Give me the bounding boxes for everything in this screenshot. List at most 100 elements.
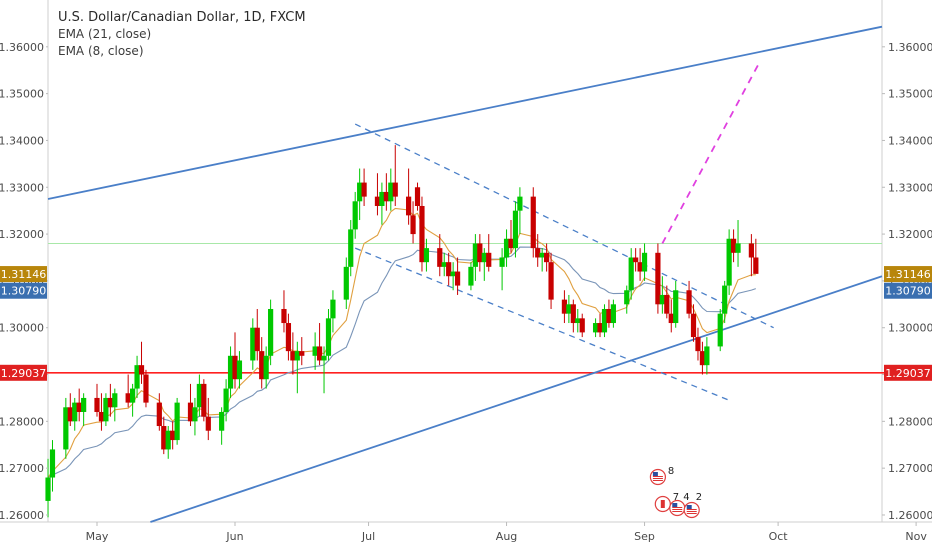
candle: [730, 229, 737, 263]
candle-body: [499, 257, 505, 267]
candle-body: [592, 323, 599, 333]
candle-body: [130, 388, 136, 403]
candle-body: [357, 182, 363, 202]
candle-body: [156, 402, 162, 427]
us-flag-icon[interactable]: [649, 468, 667, 486]
candle-body: [753, 257, 759, 274]
candle: [530, 187, 536, 258]
candle-body: [374, 196, 381, 206]
candle: [156, 393, 162, 431]
candle-body: [49, 449, 56, 478]
candle-body: [72, 402, 78, 422]
candle: [517, 187, 523, 235]
candle-body: [281, 308, 287, 324]
candle: [597, 313, 603, 338]
candle: [357, 168, 363, 221]
candle: [477, 234, 483, 272]
candle: [628, 248, 634, 300]
candle: [570, 299, 576, 333]
candle-body: [686, 290, 692, 314]
candle-body: [219, 411, 225, 431]
y-tick-label-left: 1.36000: [0, 41, 44, 54]
candle-body: [570, 304, 576, 324]
candle-body: [437, 248, 443, 267]
candle: [548, 252, 554, 309]
candle-body: [107, 397, 113, 408]
x-tick-label: Oct: [769, 530, 789, 543]
candle: [735, 220, 741, 267]
candle-body: [290, 351, 296, 361]
candle: [192, 397, 198, 436]
candle-body: [410, 215, 416, 235]
legend-ema-8: EMA (8, close): [58, 44, 144, 58]
us-flag-icon[interactable]: [683, 501, 700, 519]
candle: [161, 416, 167, 455]
candle: [633, 248, 639, 272]
candle: [290, 332, 296, 375]
candle-body: [517, 196, 523, 211]
candle: [81, 393, 87, 427]
candle-body: [472, 243, 478, 267]
candle-body: [361, 182, 367, 197]
candle-body: [134, 365, 140, 389]
candle: [107, 383, 113, 417]
candle-body: [205, 416, 211, 431]
candle: [486, 234, 492, 272]
candle: [165, 426, 171, 459]
candle-body: [174, 402, 180, 441]
candle: [686, 280, 692, 319]
candle-body: [601, 308, 608, 333]
candle: [423, 238, 430, 272]
us-flag-icon[interactable]: [669, 499, 686, 517]
price-tag-right: [884, 266, 932, 283]
candle: [94, 383, 100, 417]
candle: [63, 397, 69, 459]
candle-body: [192, 407, 198, 422]
candle: [223, 379, 229, 422]
ca-flag-icon[interactable]: [654, 495, 671, 513]
y-tick-label-right: 1.27000: [888, 462, 932, 475]
candle-body: [316, 346, 323, 361]
candle: [112, 388, 118, 422]
candle-body: [735, 243, 741, 253]
y-tick-label-left: 1.32000: [0, 228, 44, 241]
candle: [250, 318, 256, 370]
candle-body: [76, 402, 82, 412]
ema-21-line: [47, 246, 756, 478]
candle-body: [383, 191, 389, 202]
candle: [722, 280, 728, 324]
legend-ema-21: EMA (21, close): [58, 27, 152, 41]
y-tick-label-left: 1.30000: [0, 322, 44, 335]
candle: [170, 421, 176, 450]
candle: [499, 248, 505, 291]
candle: [98, 393, 105, 431]
candle: [655, 243, 661, 314]
candle: [268, 299, 274, 366]
candle: [174, 397, 180, 445]
candle-body: [187, 402, 194, 422]
candle-body: [81, 397, 87, 412]
candle: [641, 243, 648, 281]
candle-body: [259, 351, 265, 380]
candle: [299, 337, 305, 366]
candle: [383, 173, 389, 211]
price-tag-left-label: 1.29037: [1, 367, 47, 380]
projection-line: [661, 60, 762, 244]
candle: [138, 341, 145, 384]
candle: [379, 182, 385, 225]
lower-descending-line: [354, 247, 730, 401]
candle: [285, 313, 292, 361]
candle: [753, 238, 759, 274]
candle: [592, 318, 599, 338]
candle-body: [441, 262, 447, 267]
candle: [49, 440, 56, 492]
candle: [508, 220, 514, 253]
y-tick-label-left: 1.26000: [0, 509, 44, 522]
candle-body: [165, 430, 171, 450]
candle-body: [263, 355, 269, 380]
candle: [219, 407, 225, 445]
candle-body: [659, 294, 665, 305]
candle-body: [695, 337, 701, 352]
candle: [606, 299, 612, 328]
